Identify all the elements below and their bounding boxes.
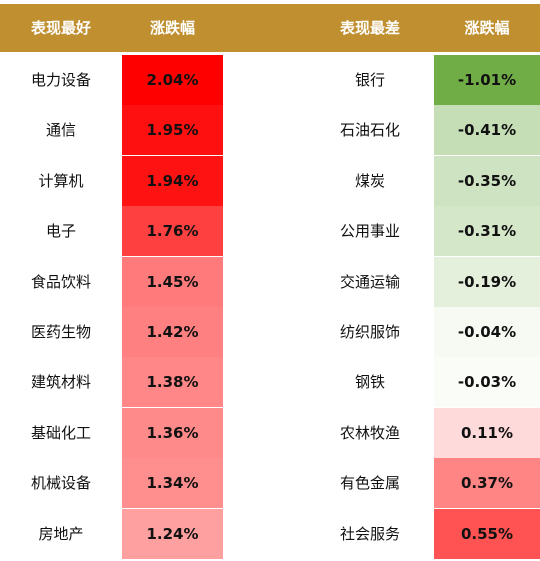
best-change-value: 1.94% <box>122 155 223 206</box>
worst-industry-name: 交通运输 <box>339 272 400 291</box>
worst-industry-name: 钢铁 <box>354 373 385 392</box>
worst-change-value: 0.11% <box>434 407 540 458</box>
header-best: 表现最好 <box>30 19 91 37</box>
best-change-value: 1.45% <box>122 256 223 307</box>
table-row: 电力设备 2.04% 银行 -1.01% <box>0 55 540 105</box>
best-change-value: 1.24% <box>122 508 223 559</box>
worst-change-value: 0.55% <box>434 508 540 559</box>
table-row: 食品饮料 1.45% 交通运输 -0.19% <box>0 256 540 307</box>
worst-industry-name: 公用事业 <box>339 222 400 241</box>
best-industry-name: 房地产 <box>38 524 84 543</box>
best-industry-name: 机械设备 <box>30 474 91 493</box>
header-worst-change: 涨跌幅 <box>464 19 510 37</box>
worst-industry-name: 银行 <box>354 71 385 89</box>
best-industry-name: 计算机 <box>38 171 84 190</box>
best-change-value: 1.38% <box>122 357 223 408</box>
worst-change-value: -0.03% <box>434 357 540 408</box>
table-row: 计算机 1.94% 煤炭 -0.35% <box>0 155 540 206</box>
table-row: 建筑材料 1.38% 钢铁 -0.03% <box>0 357 540 408</box>
best-industry-name: 食品饮料 <box>30 272 91 291</box>
best-change-value: 1.95% <box>122 105 223 156</box>
best-industry-name: 电力设备 <box>30 71 91 89</box>
worst-industry-name: 石油石化 <box>339 121 400 140</box>
table-row: 通信 1.95% 石油石化 -0.41% <box>0 105 540 156</box>
best-industry-name: 电子 <box>45 222 76 241</box>
worst-industry-name: 煤炭 <box>354 171 385 190</box>
best-industry-name: 医药生物 <box>30 323 91 341</box>
worst-change-value: 0.37% <box>434 458 540 509</box>
best-change-value: 1.76% <box>122 206 223 257</box>
best-change-value: 1.36% <box>122 407 223 458</box>
table-row: 机械设备 1.34% 有色金属 0.37% <box>0 458 540 509</box>
worst-industry-name: 社会服务 <box>339 524 400 543</box>
worst-industry-name: 有色金属 <box>339 474 400 493</box>
worst-change-value: -1.01% <box>434 55 540 105</box>
best-industry-name: 基础化工 <box>30 423 91 442</box>
best-change-value: 1.34% <box>122 458 223 509</box>
table-row: 基础化工 1.36% 农林牧渔 0.11% <box>0 407 540 458</box>
table-row: 房地产 1.24% 社会服务 0.55% <box>0 508 540 559</box>
header-worst: 表现最差 <box>339 19 400 37</box>
worst-change-value: -0.19% <box>434 256 540 307</box>
table-row: 电子 1.76% 公用事业 -0.31% <box>0 206 540 257</box>
best-change-value: 2.04% <box>122 55 223 105</box>
worst-change-value: -0.41% <box>434 105 540 156</box>
best-change-value: 1.42% <box>122 307 223 357</box>
worst-change-value: -0.04% <box>434 307 540 357</box>
table-row: 医药生物 1.42% 纺织服饰 -0.04% <box>0 307 540 357</box>
worst-industry-name: 农林牧渔 <box>339 423 400 442</box>
worst-industry-name: 纺织服饰 <box>339 323 400 341</box>
table-header: 表现最好 涨跌幅 表现最差 涨跌幅 <box>0 4 540 52</box>
best-industry-name: 通信 <box>45 121 76 140</box>
worst-change-value: -0.31% <box>434 206 540 257</box>
best-industry-name: 建筑材料 <box>30 373 91 392</box>
worst-change-value: -0.35% <box>434 155 540 206</box>
header-best-change: 涨跌幅 <box>149 19 195 37</box>
